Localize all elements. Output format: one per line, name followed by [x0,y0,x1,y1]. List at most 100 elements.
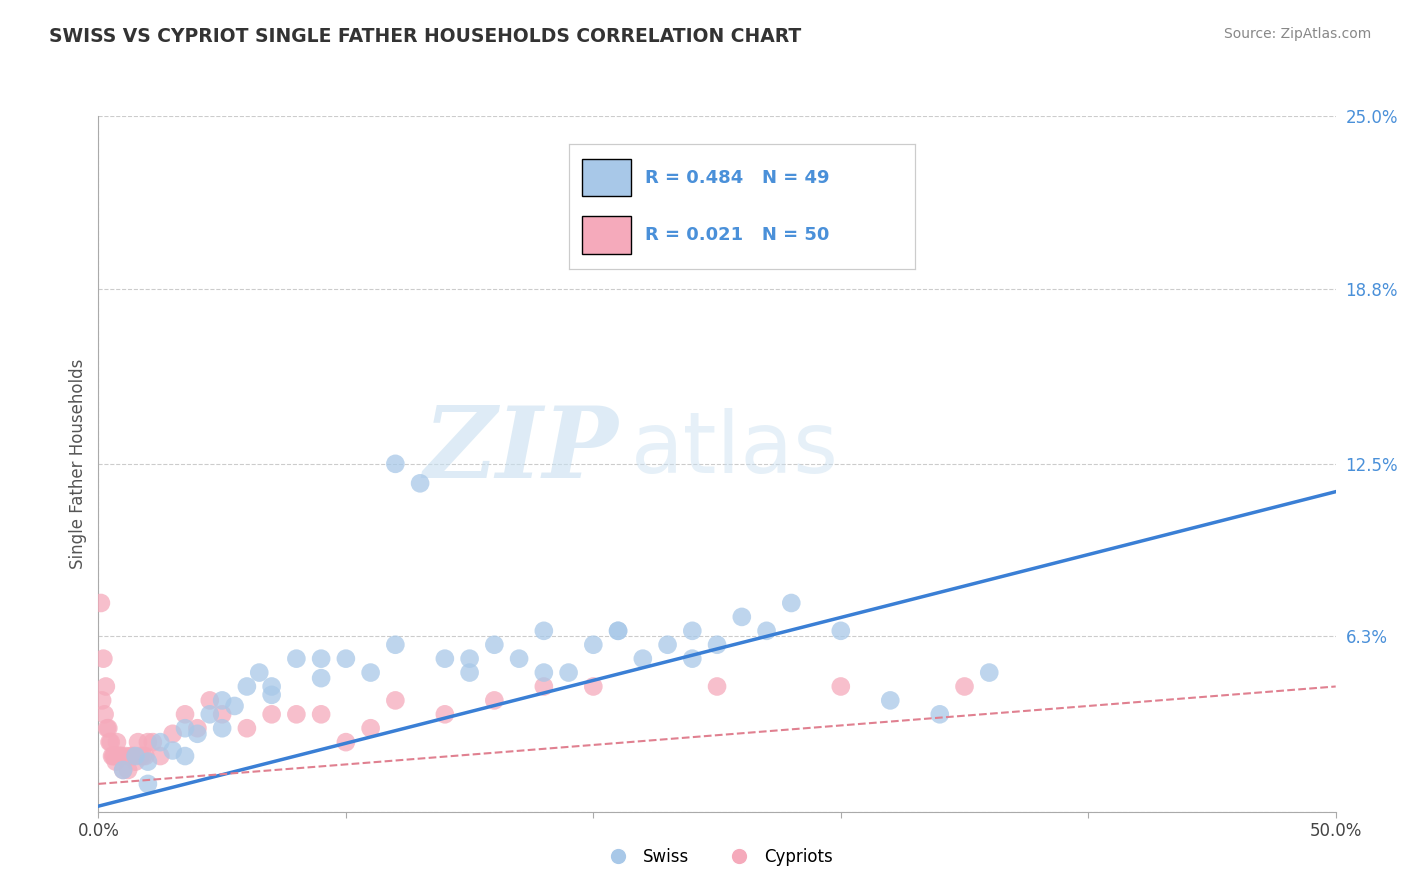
Point [136,777,159,791]
Point [236,721,259,735]
Point [384,693,406,707]
Point [260,680,283,694]
Text: atlas: atlas [630,409,838,491]
Point [335,735,357,749]
Point [142,735,165,749]
Point [94,680,117,694]
Point [103,749,125,764]
Point [211,721,233,735]
Point [162,743,184,757]
Point [211,707,233,722]
Point [112,763,135,777]
Point [433,707,456,722]
Point [458,651,481,665]
Point [105,735,128,749]
Point [236,680,259,694]
Point [458,665,481,680]
Point [112,763,135,777]
Point [174,749,197,764]
Point [149,735,172,749]
Point [384,457,406,471]
Point [309,651,332,665]
Point [285,651,308,665]
Point [103,749,125,764]
Y-axis label: Single Father Households: Single Father Households [69,359,87,569]
Point [120,749,142,764]
Point [186,721,208,735]
Point [91,693,114,707]
Point [830,680,852,694]
Point [174,707,197,722]
Point [260,707,283,722]
Point [285,707,308,722]
Text: SWISS VS CYPRIOT SINGLE FATHER HOUSEHOLDS CORRELATION CHART: SWISS VS CYPRIOT SINGLE FATHER HOUSEHOLD… [49,27,801,45]
Point [114,749,136,764]
Point [979,665,1001,680]
Point [607,624,630,638]
Point [731,610,754,624]
Point [90,596,112,610]
Point [484,638,506,652]
Point [129,749,152,764]
Point [136,735,159,749]
Point [96,721,118,735]
Point [111,749,134,764]
Point [211,693,233,707]
Text: Source: ZipAtlas.com: Source: ZipAtlas.com [1223,27,1371,41]
Point [533,665,555,680]
Point [122,749,145,764]
Point [309,671,332,685]
Point [533,624,555,638]
Point [124,749,146,764]
Point [582,638,605,652]
Point [953,680,976,694]
Point [582,680,605,694]
Point [132,749,155,764]
Point [162,727,184,741]
Point [533,680,555,694]
Point [681,651,703,665]
Point [595,206,617,220]
Point [706,680,728,694]
Point [260,688,283,702]
Legend: Swiss, Cypriots: Swiss, Cypriots [595,842,839,873]
Point [198,707,221,722]
Point [100,735,122,749]
Point [247,665,270,680]
Point [433,651,456,665]
Point [309,707,332,722]
Point [127,735,149,749]
Point [557,665,579,680]
Point [657,638,679,652]
Point [198,693,221,707]
Point [409,476,432,491]
Text: ZIP: ZIP [423,401,619,498]
FancyBboxPatch shape [582,159,631,196]
Point [360,665,382,680]
Point [335,651,357,665]
Point [134,749,156,764]
Point [879,693,901,707]
Point [93,707,115,722]
Point [149,749,172,764]
Point [124,755,146,769]
Point [186,727,208,741]
Point [108,749,131,764]
Point [98,735,121,749]
Point [631,651,654,665]
Point [360,721,382,735]
Point [101,749,124,764]
Point [928,707,950,722]
Point [607,624,630,638]
Point [107,749,129,764]
Point [110,749,132,764]
Text: R = 0.021   N = 50: R = 0.021 N = 50 [645,227,830,244]
Point [174,721,197,735]
Point [97,721,120,735]
Point [104,755,127,769]
Point [780,596,803,610]
Point [224,698,246,713]
FancyBboxPatch shape [582,217,631,254]
Point [484,693,506,707]
Point [508,651,530,665]
